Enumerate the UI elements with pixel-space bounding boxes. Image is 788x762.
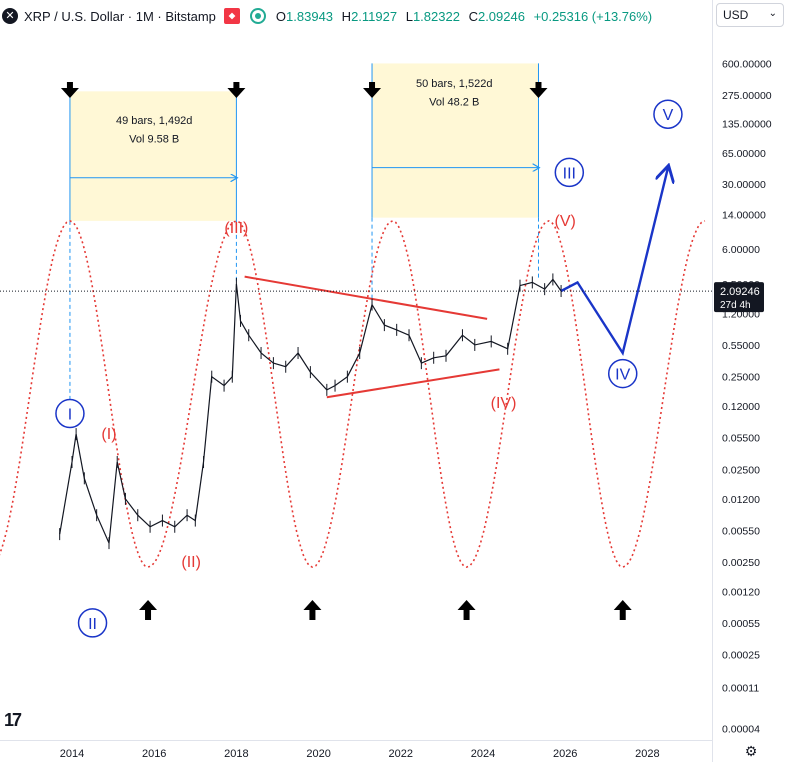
time-scale-divider	[0, 740, 712, 741]
flag-icon[interactable]	[223, 8, 240, 24]
time-tick-label: 2028	[635, 748, 659, 760]
time-tick-label: 2018	[224, 748, 248, 760]
wave-circle-label: II	[88, 616, 97, 633]
arrow-down-icon	[227, 82, 246, 98]
time-tick-label: 2026	[553, 748, 577, 760]
close-value: 2.09246	[477, 8, 525, 24]
arrow-up-icon	[613, 600, 632, 620]
wave-label: (III)	[224, 220, 248, 237]
price-tick-label: 0.00250	[722, 557, 760, 569]
price-tick-label: 0.55000	[722, 340, 760, 352]
time-tick-label: 2020	[306, 748, 330, 760]
wave-circle	[55, 398, 85, 429]
wave-label: (IV)	[491, 395, 517, 412]
wave-circle	[77, 608, 108, 638]
trendline	[244, 275, 488, 320]
eye-icon[interactable]	[249, 8, 266, 24]
wave-circle	[607, 358, 638, 389]
price-tick-label: 0.00011	[722, 683, 759, 695]
time-tick-label: 2024	[471, 748, 495, 760]
currency-selector[interactable]: USD ⌄	[716, 3, 784, 27]
arrow-down-icon	[363, 82, 382, 98]
measure-box	[69, 91, 237, 221]
wave-circle-label: V	[663, 107, 674, 124]
price-line	[59, 278, 562, 546]
arrow-down-icon	[529, 82, 548, 98]
price-tick-label: 0.00004	[722, 723, 760, 735]
measure-box	[372, 63, 539, 218]
wave-circle	[554, 157, 585, 188]
wave-label: (II)	[181, 554, 201, 571]
measure-label: Vol 9.58 B	[129, 134, 179, 146]
time-tick-label: 2016	[142, 748, 166, 760]
chevron-down-icon: ⌄	[768, 8, 777, 19]
symbol-title[interactable]: XRP / U.S. Dollar · 1M · Bitstamp	[24, 8, 216, 24]
price-tick-label: 0.00120	[722, 587, 760, 599]
price-tick-label: 135.00000	[722, 118, 772, 130]
trendline	[326, 368, 500, 399]
last-price-label: 2.09246	[720, 286, 760, 298]
change-value: +0.25316 (+13.76%)	[533, 8, 653, 24]
time-tick-label: 2022	[389, 748, 413, 760]
chart-legend: ✕ XRP / U.S. Dollar · 1M · Bitstamp O1.8…	[0, 0, 712, 32]
price-tick-label: 0.00550	[722, 525, 760, 537]
price-tick-label: 0.12000	[722, 401, 760, 413]
price-tick-label: 6.00000	[722, 244, 760, 256]
measure-label: 49 bars, 1,492d	[116, 115, 192, 127]
price-tick-label: 65.00000	[722, 148, 766, 160]
last-price-badge	[714, 282, 764, 313]
high-value: 2.11927	[351, 8, 398, 24]
price-tick-label: 0.02500	[722, 464, 760, 476]
measure-label: Vol 48.2 B	[429, 96, 479, 108]
price-tick-label: 0.00055	[722, 618, 760, 630]
price-tick-label: 0.00025	[722, 650, 760, 662]
open-value: 1.83943	[286, 8, 334, 24]
wave-label: (V)	[555, 213, 576, 230]
wave-circle	[653, 99, 683, 129]
price-tick-label: 14.00000	[722, 210, 766, 222]
price-tick-label: 30.00000	[722, 179, 766, 191]
price-scale-divider	[712, 0, 713, 762]
wave-circle-label: I	[68, 407, 72, 424]
wave-circle-label: IV	[615, 367, 630, 384]
measure-label: 50 bars, 1,522d	[416, 78, 492, 90]
countdown-label: 27d 4h	[720, 300, 751, 311]
price-tick-label: 275.00000	[722, 90, 772, 102]
price-tick-label: 0.05500	[722, 433, 760, 445]
arrow-up-icon	[457, 600, 476, 620]
close-icon[interactable]: ✕	[2, 8, 18, 24]
price-tick-label: 600.00000	[722, 58, 772, 70]
low-value: 1.82322	[412, 8, 460, 24]
arrow-up-icon	[303, 600, 322, 620]
arrow-down-icon	[60, 82, 79, 98]
price-tick-label: 0.01200	[722, 494, 760, 506]
projection-path	[560, 168, 668, 357]
ohlc-values: O1.83943 H2.11927 L1.82322 C2.09246 +0.2…	[275, 8, 653, 24]
wave-label: (I)	[101, 426, 116, 443]
arrow-up-icon	[139, 600, 158, 620]
time-tick-label: 2014	[60, 748, 84, 760]
tradingview-logo: 17	[4, 710, 22, 730]
price-tick-label: 0.25000	[722, 372, 760, 384]
gear-icon[interactable]: ⚙	[744, 743, 758, 759]
wave-circle-label: III	[563, 165, 576, 182]
